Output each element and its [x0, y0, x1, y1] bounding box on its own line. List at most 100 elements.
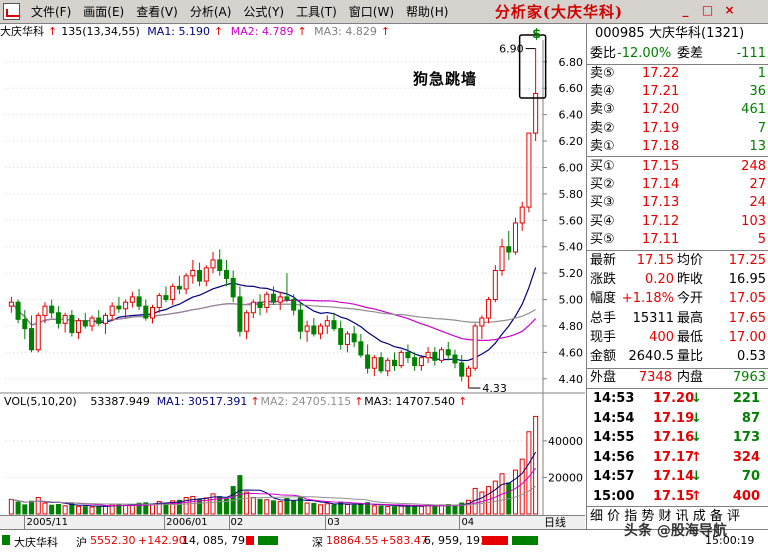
candle-body	[156, 295, 162, 308]
volume-bar	[29, 500, 35, 515]
menu-file[interactable]: 文件(F)	[31, 5, 72, 19]
buy-row: 买① 17.15 248	[587, 158, 768, 176]
volume-bar	[291, 500, 297, 515]
buy-label: 买③	[590, 195, 615, 211]
buy-label: 买④	[590, 213, 615, 229]
tick-row: 14:56 17.17 ↑ 324	[587, 449, 768, 467]
up-arrow-icon: ↑	[251, 395, 260, 408]
candle-body	[210, 259, 216, 269]
dollar-icon: $	[532, 27, 541, 42]
candle-body	[237, 296, 243, 332]
sz-volume: 6, 959, 191	[424, 534, 487, 547]
volume-label: VOL(5,10,20)	[4, 395, 77, 408]
candle-body	[338, 328, 344, 345]
volume-bar	[270, 500, 277, 515]
volume-bar	[358, 503, 364, 515]
menu-view[interactable]: 查看(V)	[136, 5, 178, 19]
candle-body	[203, 267, 209, 282]
tick-row: 15:00 17.15 ↑ 400	[587, 488, 768, 506]
menu-help[interactable]: 帮助(H)	[406, 5, 449, 19]
candle-body	[311, 325, 317, 335]
price-tick-label: 5.40	[559, 241, 584, 254]
stat-value: 0.53	[737, 349, 766, 364]
buy-volume: 5	[757, 231, 766, 247]
status-icon	[2, 535, 10, 545]
volume-bar	[445, 503, 451, 515]
volume-bar	[197, 498, 203, 515]
menu-analysis[interactable]: 分析(A)	[189, 5, 232, 19]
buy-price: 17.14	[642, 177, 680, 193]
sell-label: 卖③	[590, 102, 615, 118]
divider	[587, 250, 768, 251]
candle-body	[183, 275, 189, 290]
kline-chart[interactable]: 6.80 6.60 6.40 6.20 6.00 5.80 5.60 5.40 5.20 5.00…	[0, 24, 585, 515]
volume-bar	[257, 498, 263, 515]
stat-value: 17.00	[728, 329, 766, 345]
sz-bar	[482, 536, 508, 545]
sell-row: 卖④ 17.21 36	[587, 83, 768, 101]
up-arrow-icon: ↑	[691, 449, 702, 465]
tick-price: 17.17	[653, 449, 695, 465]
price-tick-label: 6.80	[559, 56, 584, 69]
candle-body	[499, 246, 505, 271]
status-stock[interactable]: 大庆华科	[14, 536, 58, 549]
chart-annotation: 狗急跳墙	[413, 70, 478, 88]
candle-body	[472, 325, 478, 369]
candle-body	[344, 333, 350, 345]
candle-body	[223, 269, 229, 279]
menu-view-screen[interactable]: 画面(E)	[83, 5, 125, 19]
minimize-button[interactable]: _	[682, 3, 689, 17]
volume-bar	[533, 415, 539, 515]
candle-body	[123, 301, 129, 310]
weicha-label: 委差	[677, 46, 704, 61]
candle-body	[176, 285, 182, 290]
buy-price: 17.11	[642, 231, 680, 247]
candle-body	[190, 269, 196, 277]
volume-bar	[519, 458, 525, 515]
sell-label: 卖②	[590, 120, 615, 136]
app-icon[interactable]	[3, 3, 20, 20]
candle-body	[371, 357, 377, 369]
volume-bar	[452, 505, 458, 515]
candle-body	[277, 296, 283, 303]
volume-bar	[297, 497, 303, 515]
candle-body	[82, 320, 88, 327]
tick-volume: 173	[732, 430, 760, 445]
volume-bar	[8, 498, 14, 515]
bottom-tab-labels[interactable]: 细 价 指 势 财 讯 成 备 评	[590, 509, 741, 524]
tick-time: 14:53	[593, 391, 635, 406]
candle-body	[465, 367, 471, 377]
stat-label: 最高	[677, 310, 704, 326]
sell-row: 卖③ 17.20 461	[587, 101, 768, 119]
menu-formula[interactable]: 公式(Y)	[243, 5, 285, 19]
vol-ma3-line	[11, 486, 536, 506]
volume-tick-label: 20000	[548, 471, 583, 484]
maximize-button[interactable]: □	[701, 3, 714, 17]
volume-bar	[344, 503, 350, 515]
close-button[interactable]: ×	[724, 3, 735, 17]
price-tick-label: 6.00	[559, 161, 584, 174]
menu-tools[interactable]: 工具(T)	[296, 5, 337, 19]
stock-title: 大庆华科(1321)	[649, 26, 745, 41]
bottom-tabs[interactable]: 细 价 指 势 财 讯 成 备 评	[587, 508, 768, 526]
buy-volume: 248	[741, 159, 766, 174]
down-arrow-icon: ↓	[691, 410, 702, 426]
sell-volume: 461	[741, 102, 766, 118]
price-tick-label: 5.80	[559, 188, 584, 201]
period-label[interactable]: 日线	[544, 516, 566, 529]
volume-value: 53387.949	[90, 395, 149, 408]
volume-bar	[465, 499, 471, 515]
tick-time: 15:00	[593, 488, 635, 504]
sell-price: 17.21	[642, 84, 680, 100]
volume-bar	[264, 499, 270, 515]
menu-window[interactable]: 窗口(W)	[348, 5, 395, 19]
candle-body	[69, 314, 75, 334]
stat-label: 均价	[677, 253, 704, 268]
tick-volume: 70	[741, 469, 760, 484]
sell-label: 卖①	[590, 138, 615, 154]
stat-label: 总手	[590, 310, 617, 326]
volume-bar	[55, 503, 61, 515]
volume-bar	[385, 506, 391, 515]
vol-ma3-value: MA3: 14707.540	[364, 395, 455, 408]
inner-label: 内盘	[677, 370, 704, 385]
